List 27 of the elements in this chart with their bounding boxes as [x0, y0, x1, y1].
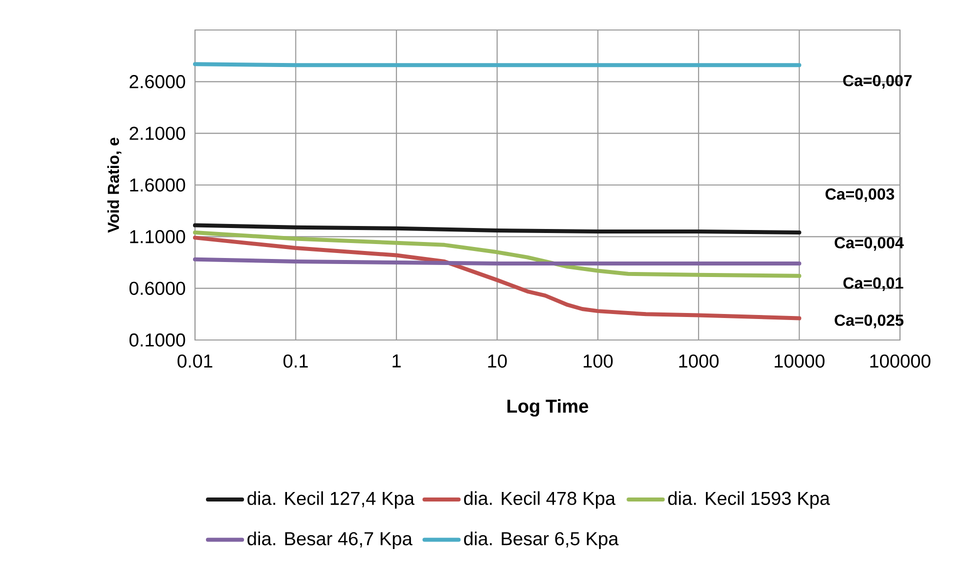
y-tick-label: 0.6000	[129, 282, 186, 295]
legend-label: dia. Besar 6,5 Kpa	[464, 532, 619, 550]
y-tick-label: 1.1000	[130, 230, 186, 244]
y-axis-title: Void Ratio, e	[107, 138, 122, 233]
x-tick-label: 0.1	[283, 354, 308, 368]
x-tick-label: 0.01	[178, 354, 212, 368]
x-tick-label: 1	[392, 354, 401, 368]
x-tick-label: 100000	[870, 354, 930, 368]
annotation: Ca=0,007	[843, 74, 912, 89]
legend-label: dia. Besar 46,7 Kpa	[248, 532, 412, 550]
legend-label: dia. Kecil 1593 Kpa	[668, 491, 830, 509]
legend-label: dia. Kecil 478 Kpa	[464, 491, 616, 509]
x-tick-label: 1000	[679, 354, 719, 368]
x-tick-label: 100	[584, 354, 613, 368]
annotation: Ca=0,025	[834, 314, 904, 328]
x-tick-label: 10	[488, 354, 507, 368]
line-series	[193, 223, 802, 235]
annotation: Ca=0,01	[843, 277, 904, 292]
y-tick-label: 0.1000	[129, 333, 186, 347]
x-tick-label: 10000	[774, 354, 825, 368]
x-axis-title: Log Time	[507, 399, 588, 417]
annotation: Ca=0,003	[826, 188, 894, 202]
y-tick-label: 2.1000	[130, 126, 186, 140]
y-tick-label: 1.6000	[130, 178, 186, 192]
annotation: Ca=0,004	[834, 237, 904, 251]
y-tick-label: 2.6000	[130, 75, 186, 88]
legend-label: dia. Kecil 127,4 Kpa	[248, 491, 414, 509]
